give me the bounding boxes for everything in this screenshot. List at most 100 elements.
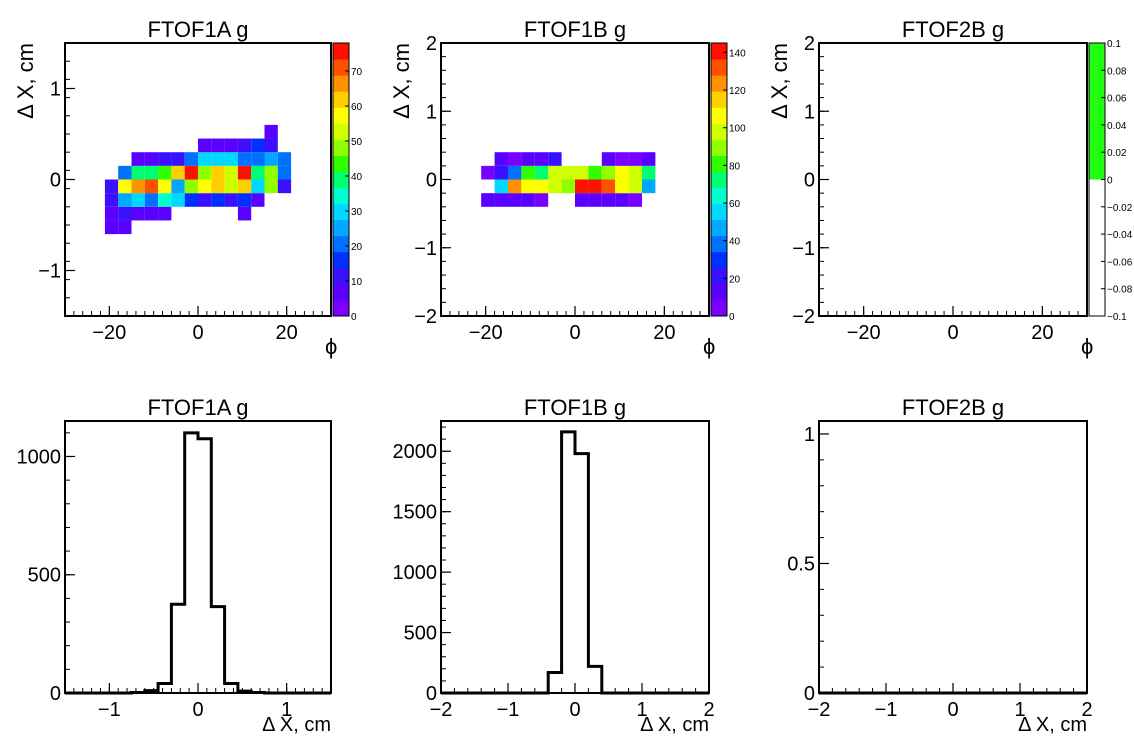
heatmap-cell [171,165,185,180]
colorbar-tick-label: −0.02 [1107,203,1133,214]
heatmap-cell [237,193,252,207]
heatmap-cell [171,193,185,207]
colorbar-segment [333,251,349,269]
heatmap-cell [144,179,159,194]
heatmap-cell [615,179,629,194]
colorbar-segment [333,75,349,92]
heatmap-cell [628,179,642,194]
heatmap-cell [184,179,198,194]
heatmap-cell [118,193,132,207]
heatmap-cell [104,220,119,235]
heatmap-cell [508,179,522,194]
heatmap-cell [277,179,292,194]
x-tick-label: −2 [808,699,831,721]
y-tick-label: 2000 [393,441,438,463]
heatmap-cell [118,165,132,180]
colorbar-tick-label: 140 [729,48,746,59]
heatmap-cell [198,152,212,166]
heatmap-cell [264,152,278,166]
heatmap-cell [251,152,265,166]
panel-title: FTOF2B g [902,395,1004,420]
x-axis-label: ϕ [703,334,715,359]
x-tick-label: 20 [276,322,298,344]
heatmap-cell [237,206,252,221]
y-tick-label: 1 [50,79,61,101]
heatmap-cell [118,220,132,235]
colorbar-frame [1088,42,1106,317]
heatmap-cell [508,165,522,180]
colorbar-segment [711,171,727,189]
heatmap-cell [211,138,225,153]
histogram-outline [441,430,709,695]
heatmap-cell [104,179,119,194]
heatmap-cell [118,206,132,221]
y-tick-label: 0 [804,170,815,192]
heatmap-cell [534,152,549,166]
heatmap-cell [251,179,265,194]
colorbar-segment [333,187,349,205]
heatmap-cell [184,193,198,207]
y-tick-label: −1 [38,261,61,283]
heatmap-cell [615,193,629,207]
heatmap-cell [642,152,656,166]
x-tick-label: 2 [1081,699,1092,721]
y-tick-label: 1000 [393,562,438,584]
heatmap-cell [277,165,292,180]
heatmap-cell [144,193,159,207]
colorbar-tick-label: 80 [729,161,741,172]
colorbar-segment [333,203,349,221]
colorbar-tick-label: 0.1 [1107,39,1121,50]
heatmap-cell [534,193,549,207]
y-tick-label: 500 [404,623,437,645]
plot-frame [440,420,710,694]
heatmap-cell [601,152,616,166]
colorbar-tick-label: −0.06 [1107,257,1133,268]
heatmap-cell [184,165,198,180]
colorbar-segment [333,267,349,285]
heatmap-cell [588,193,602,207]
x-axis-label: ϕ [325,334,337,359]
x-axis-label: ϕ [1081,334,1093,359]
heatmap-cell [601,193,616,207]
heatmap-cell [131,179,145,194]
panel-title: FTOF1A g [147,17,248,42]
heatmap-cell [277,152,292,166]
colorbar-segment [711,43,727,60]
heatmap-cell [561,165,575,180]
heatmap-cell [548,165,562,180]
colorbar-tick-label: 0.04 [1107,121,1127,132]
x-tick-label: 0 [947,322,958,344]
colorbar-segment [333,171,349,189]
heatmap-cell [171,152,185,166]
heatmap-cell [575,179,589,194]
heatmap-cell [224,138,238,153]
heatmap-cell [198,193,212,207]
colorbar-tick-label: 0 [351,312,357,323]
x-tick-label: 20 [1031,322,1053,344]
heatmap-cell [131,165,145,180]
heatmap-cell [264,124,278,139]
x-tick-label: 1 [636,699,647,721]
y-axis-label: Δ X, cm [13,43,38,119]
heatmap-cell [251,165,265,180]
x-axis-label: Δ X, cm [1018,714,1087,736]
heatmap-cell [144,165,159,180]
x-tick-label: −20 [92,322,126,344]
colorbar-segment [711,267,727,285]
heatmap-cell [494,193,508,207]
heatmap-cell [534,179,549,194]
heatmap-cell [144,206,159,221]
heatmap-cell [104,206,119,221]
plot-frame [64,420,332,694]
colorbar-segment [333,155,349,172]
colorbar-segment [333,235,349,253]
x-tick-label: 0 [569,322,580,344]
x-tick-label: −1 [497,699,520,721]
heatmap-cell [575,193,589,207]
y-tick-label: 1 [804,424,815,446]
heatmap-cell [575,165,589,180]
heatmap-cell [211,152,225,166]
heatmap-cell [264,138,278,153]
heatmap-cell [118,179,132,194]
heatmap-cell [237,138,252,153]
